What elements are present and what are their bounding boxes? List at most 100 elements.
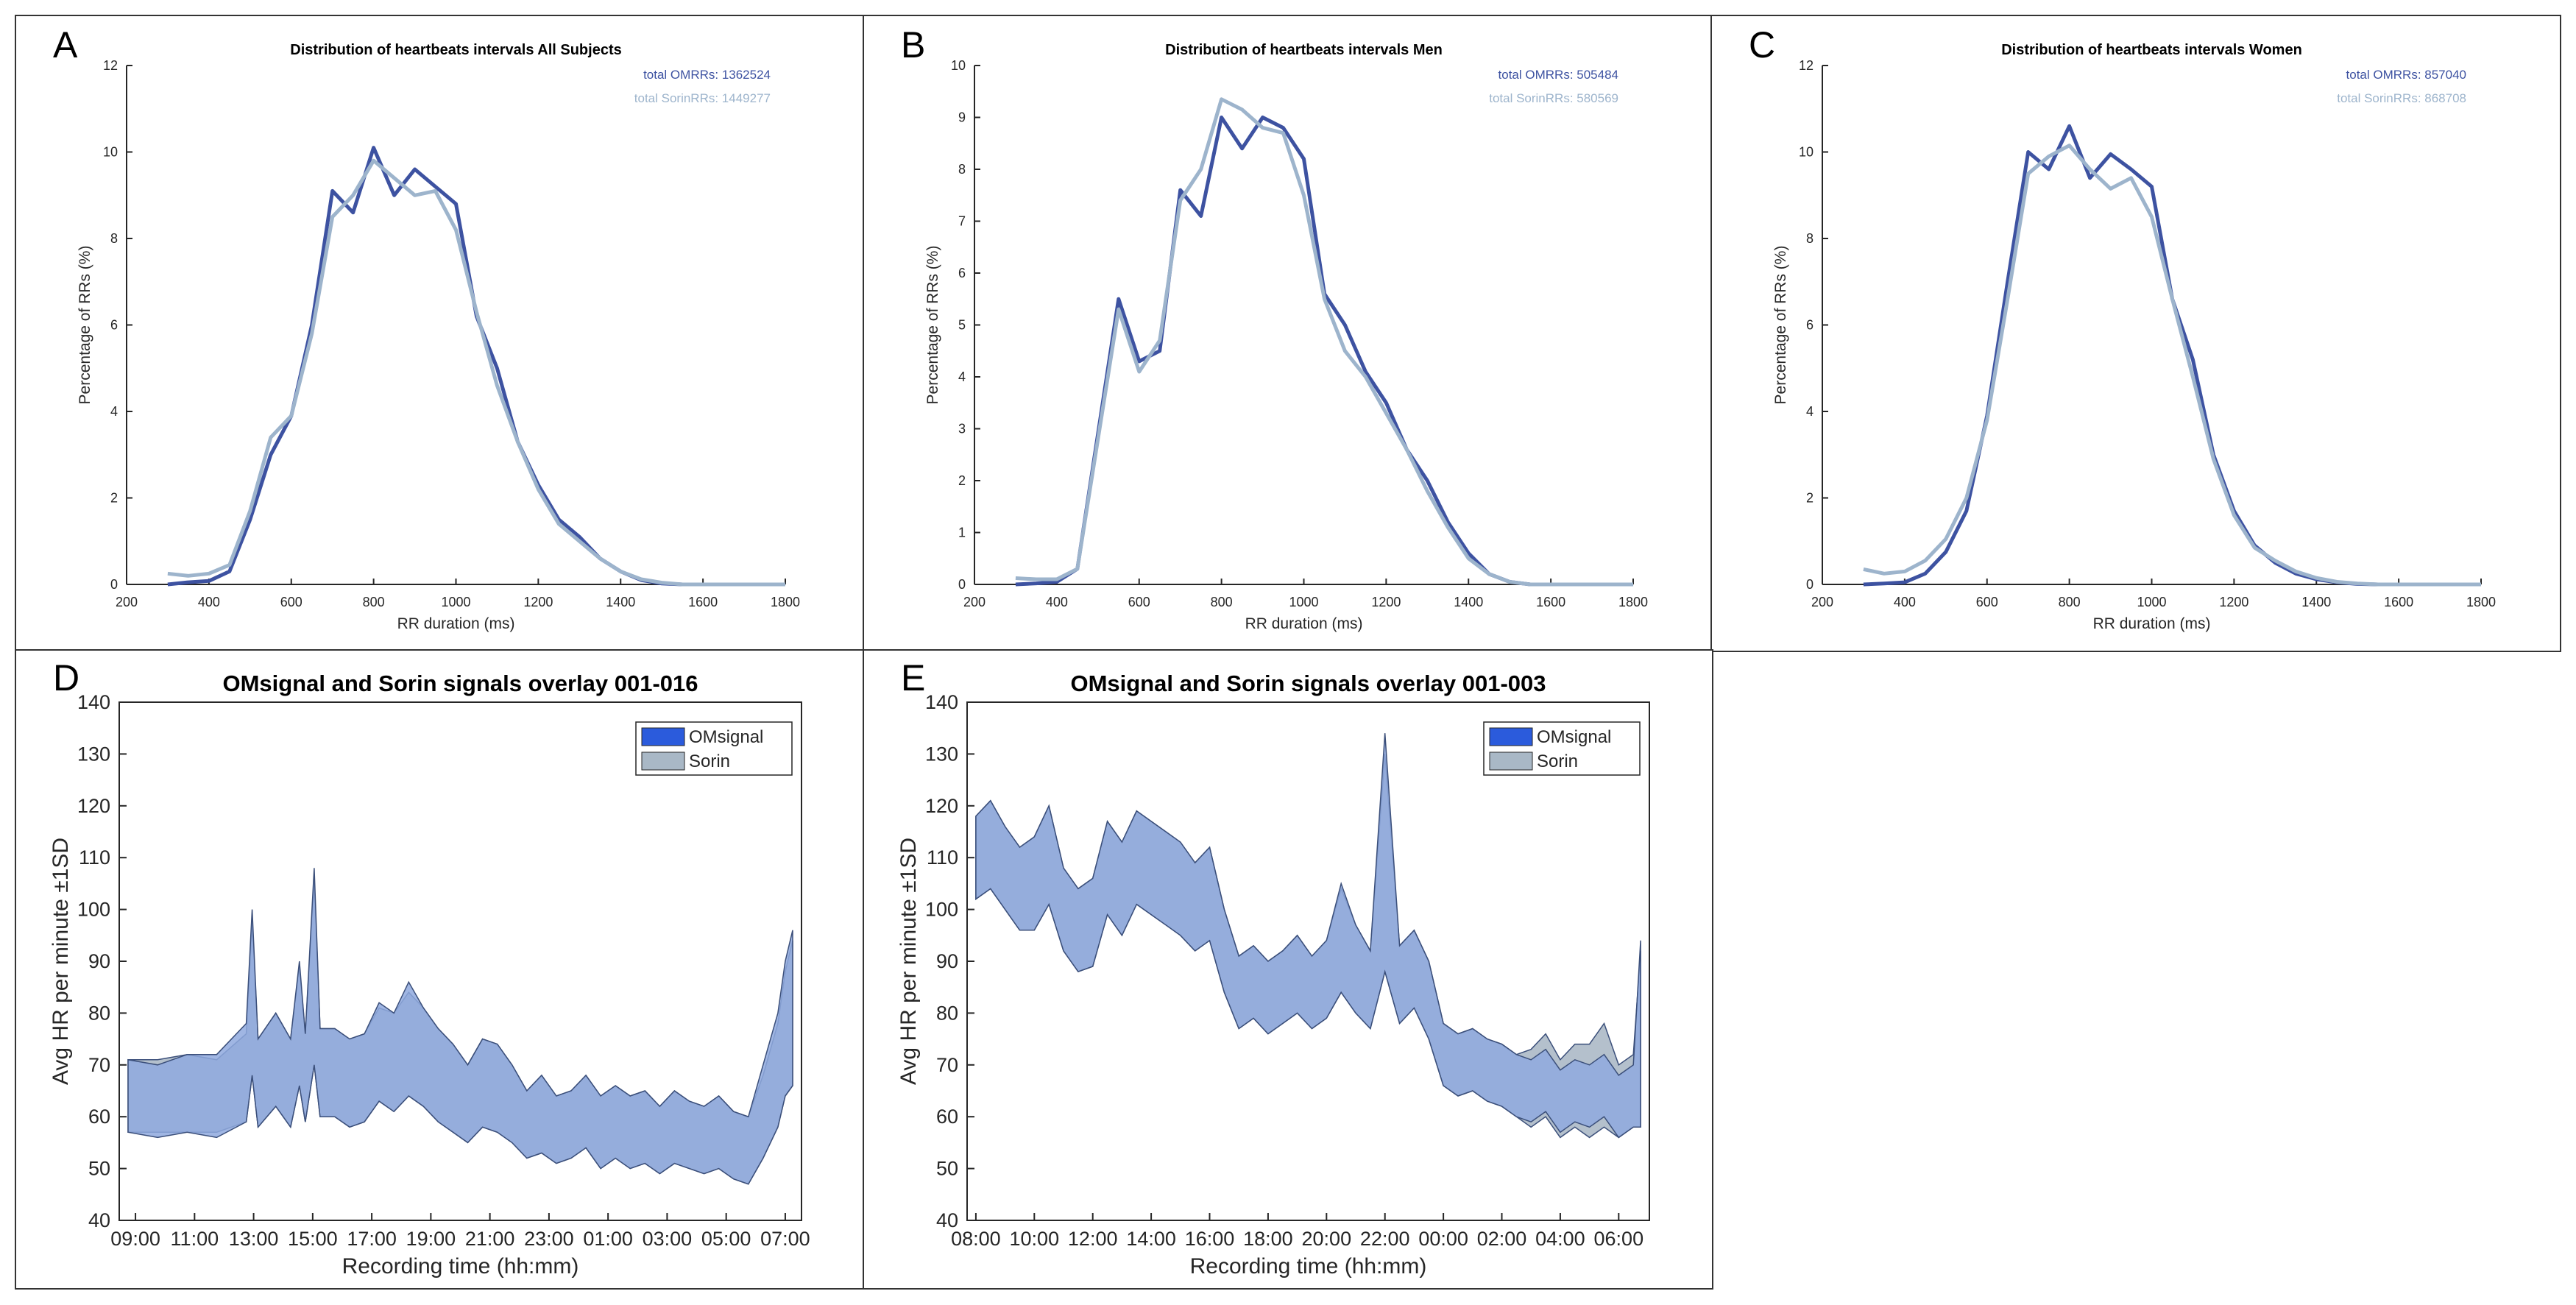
x-tick-label: 1800: [2466, 595, 2496, 609]
chart-e: 08:00 10:00 12:00 14:00 16:00 18:00 20:00 22:00…: [896, 671, 1650, 1279]
x-tick-label: 1600: [688, 595, 718, 609]
y-tick-label: 0: [958, 577, 966, 592]
x-axis-label: RR duration (ms): [397, 615, 515, 632]
x-tick-label: 200: [1811, 595, 1833, 609]
x-tick-label: 15:00: [288, 1228, 338, 1250]
x-tick-label: 19:00: [406, 1228, 456, 1250]
x-tick-label: 1600: [2384, 595, 2413, 609]
y-tick-label: 50: [88, 1158, 110, 1180]
y-tick-label: 10: [951, 58, 966, 73]
legend-swatch-sorin: [1489, 751, 1533, 771]
y-tick-label: 0: [1806, 577, 1814, 592]
x-tick-label: 11:00: [171, 1228, 219, 1250]
x-tick-label: 400: [1894, 595, 1916, 609]
y-tick-label: 100: [77, 899, 110, 921]
total-count-annotation: total OMRRs: 857040: [2346, 68, 2466, 82]
x-tick-label: 00:00: [1418, 1228, 1468, 1250]
y-tick-label: 6: [110, 318, 118, 333]
chart-b: 200 400 600 800 1000 1200 1400 1600 1800 0 1 2 3 4 5 6 7…: [924, 42, 1648, 632]
x-tick-label: 600: [1976, 595, 1998, 609]
panel-label-d: D: [53, 657, 80, 699]
panel-c: C 200 400 600 800 1000 1200 1400 1600 1800 0 2 4 6 8 1…: [1710, 15, 2561, 652]
x-tick-label: 03:00: [643, 1228, 693, 1250]
chart-title: OMsignal and Sorin signals overlay 001-0…: [222, 671, 698, 696]
chart-title: Distribution of heartbeats intervals Men: [1165, 42, 1443, 58]
legend-label: Sorin: [689, 751, 730, 771]
y-tick-label: 8: [110, 231, 118, 246]
y-tick-label: 2: [958, 473, 966, 488]
x-tick-label: 23:00: [524, 1228, 574, 1250]
y-tick-label: 110: [927, 846, 958, 869]
y-tick-label: 10: [1799, 145, 1814, 160]
y-tick-label: 2: [110, 491, 118, 506]
y-axis-label: Avg HR per minute ±1SD: [896, 838, 921, 1085]
y-tick-label: 2: [1806, 491, 1814, 506]
y-tick-label: 90: [88, 950, 110, 972]
x-tick-label: 1400: [2301, 595, 2331, 609]
x-tick-label: 1000: [1289, 595, 1318, 609]
total-count-annotation: total SorinRRs: 1449277: [634, 91, 771, 105]
x-tick-label: 01:00: [583, 1228, 633, 1250]
y-tick-label: 40: [88, 1209, 110, 1231]
x-tick-label: 14:00: [1126, 1228, 1176, 1250]
x-tick-label: 04:00: [1535, 1228, 1585, 1250]
x-tick-label: 1600: [1536, 595, 1565, 609]
x-axis-label: RR duration (ms): [2093, 615, 2211, 632]
x-tick-label: 06:00: [1594, 1228, 1644, 1250]
total-count-annotation: total SorinRRs: 580569: [1489, 91, 1618, 105]
chart-title: Distribution of heartbeats intervals All…: [290, 42, 621, 58]
y-tick-label: 140: [925, 691, 958, 713]
panel-a: A 200 400 600 800 1000 1200 1400 1600 1800 0 2 4 6 8 1…: [15, 15, 866, 652]
x-tick-label: 1200: [1371, 595, 1401, 609]
x-axis-label: Recording time (hh:mm): [1190, 1254, 1427, 1279]
y-tick-label: 70: [936, 1054, 958, 1076]
y-axis-label: Avg HR per minute ±1SD: [49, 838, 73, 1085]
y-tick-label: 140: [77, 691, 110, 713]
y-tick-label: 100: [925, 899, 958, 921]
y-axis-label: Percentage of RRs (%): [77, 246, 93, 405]
y-tick-label: 80: [88, 1002, 110, 1024]
x-tick-label: 400: [198, 595, 220, 609]
series-line-sorin: [167, 158, 785, 587]
y-tick-label: 120: [925, 795, 958, 817]
x-tick-label: 1200: [523, 595, 553, 609]
x-tick-label: 18:00: [1243, 1228, 1293, 1250]
panel-label-c: C: [1749, 24, 1776, 66]
x-axis-label: Recording time (hh:mm): [342, 1254, 579, 1279]
y-tick-label: 10: [103, 145, 118, 160]
x-tick-label: 1200: [2219, 595, 2248, 609]
y-tick-label: 7: [958, 214, 966, 229]
total-count-annotation: total OMRRs: 505484: [1498, 68, 1618, 82]
series-line-sorin: [1015, 97, 1633, 587]
x-tick-label: 22:00: [1360, 1228, 1410, 1250]
y-tick-label: 70: [88, 1054, 110, 1076]
x-tick-label: 600: [1128, 595, 1150, 609]
y-tick-label: 4: [110, 404, 118, 419]
legend-label: OMsignal: [1537, 727, 1611, 747]
y-tick-label: 3: [958, 422, 966, 436]
x-tick-label: 400: [1046, 595, 1068, 609]
x-tick-label: 13:00: [229, 1228, 279, 1250]
y-tick-label: 130: [925, 743, 958, 765]
y-tick-label: 60: [936, 1106, 958, 1128]
sd-band-omsignal: [127, 868, 793, 1185]
y-axis-label: Percentage of RRs (%): [924, 246, 941, 405]
y-axis-label: Percentage of RRs (%): [1772, 246, 1789, 405]
y-tick-label: 120: [77, 795, 110, 817]
y-tick-label: 110: [79, 846, 110, 869]
y-tick-label: 0: [110, 577, 118, 592]
chart-c: 200 400 600 800 1000 1200 1400 1600 1800 0 2 4 6 8 10 1…: [1772, 42, 2496, 632]
sd-band-omsignal: [975, 733, 1641, 1139]
x-tick-label: 1400: [1454, 595, 1483, 609]
chart-d: 09:00 11:00 13:00 15:00 17:00 19:00 21:00 23:00…: [49, 671, 810, 1279]
x-tick-label: 07:00: [760, 1228, 810, 1250]
y-tick-label: 9: [958, 110, 966, 125]
x-tick-label: 21:00: [465, 1228, 515, 1250]
y-tick-label: 8: [958, 162, 966, 177]
y-tick-label: 130: [77, 743, 110, 765]
y-tick-label: 12: [1799, 58, 1814, 73]
x-tick-label: 09:00: [110, 1228, 160, 1250]
legend-swatch-omsignal: [1489, 727, 1533, 746]
total-count-annotation: total SorinRRs: 868708: [2337, 91, 2466, 105]
y-tick-label: 60: [88, 1106, 110, 1128]
